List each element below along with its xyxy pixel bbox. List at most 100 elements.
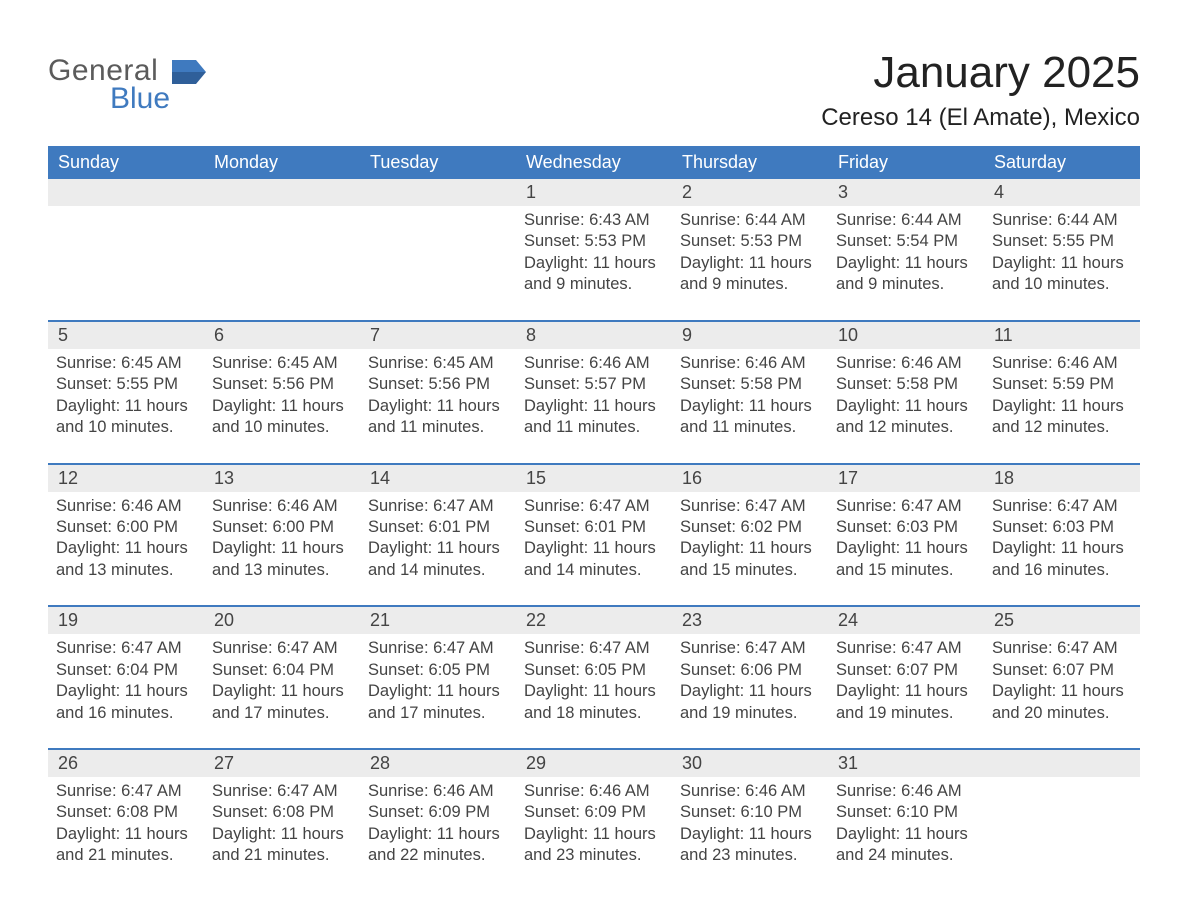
daylight-line: Daylight: 11 hours and 9 minutes.: [680, 253, 820, 296]
logo-line2: Blue: [110, 84, 170, 114]
day-details: Sunrise: 6:47 AMSunset: 6:05 PMDaylight:…: [524, 638, 664, 724]
day-number: 26: [48, 750, 204, 777]
day-number: 31: [828, 750, 984, 777]
day-number: 4: [984, 179, 1140, 206]
day-details: Sunrise: 6:45 AMSunset: 5:56 PMDaylight:…: [368, 353, 508, 439]
day-details: Sunrise: 6:46 AMSunset: 6:00 PMDaylight:…: [212, 496, 352, 582]
page-header: General Blue January 2025 Cereso 14 (El …: [48, 48, 1140, 146]
calendar-cell: [48, 179, 204, 320]
day-details: Sunrise: 6:46 AMSunset: 6:00 PMDaylight:…: [56, 496, 196, 582]
sunrise-line: Sunrise: 6:47 AM: [212, 781, 352, 802]
daylight-line: Daylight: 11 hours and 20 minutes.: [992, 681, 1132, 724]
day-details: Sunrise: 6:46 AMSunset: 6:10 PMDaylight:…: [836, 781, 976, 867]
day-details: Sunrise: 6:47 AMSunset: 6:04 PMDaylight:…: [56, 638, 196, 724]
daylight-line: Daylight: 11 hours and 19 minutes.: [680, 681, 820, 724]
month-title: January 2025: [821, 48, 1140, 98]
daylight-line: Daylight: 11 hours and 11 minutes.: [524, 396, 664, 439]
day-details: Sunrise: 6:44 AMSunset: 5:54 PMDaylight:…: [836, 210, 976, 296]
daylight-line: Daylight: 11 hours and 14 minutes.: [368, 538, 508, 581]
sunrise-line: Sunrise: 6:47 AM: [368, 496, 508, 517]
location-subtitle: Cereso 14 (El Amate), Mexico: [821, 104, 1140, 132]
sunset-line: Sunset: 6:00 PM: [56, 517, 196, 538]
daylight-line: Daylight: 11 hours and 9 minutes.: [524, 253, 664, 296]
day-number: 22: [516, 607, 672, 634]
calendar-cell: 18Sunrise: 6:47 AMSunset: 6:03 PMDayligh…: [984, 463, 1140, 606]
daylight-line: Daylight: 11 hours and 14 minutes.: [524, 538, 664, 581]
sunrise-line: Sunrise: 6:47 AM: [836, 638, 976, 659]
day-of-week-header: Thursday: [672, 146, 828, 179]
sunset-line: Sunset: 6:09 PM: [524, 802, 664, 823]
sunrise-line: Sunrise: 6:47 AM: [56, 638, 196, 659]
sunrise-line: Sunrise: 6:47 AM: [212, 638, 352, 659]
sunset-line: Sunset: 5:59 PM: [992, 374, 1132, 395]
daylight-line: Daylight: 11 hours and 13 minutes.: [56, 538, 196, 581]
calendar-page: General Blue January 2025 Cereso 14 (El …: [0, 0, 1188, 891]
sunset-line: Sunset: 6:10 PM: [836, 802, 976, 823]
day-number: 9: [672, 322, 828, 349]
daylight-line: Daylight: 11 hours and 12 minutes.: [836, 396, 976, 439]
daylight-line: Daylight: 11 hours and 15 minutes.: [680, 538, 820, 581]
day-of-week-header: Monday: [204, 146, 360, 179]
day-of-week-header: Wednesday: [516, 146, 672, 179]
sunset-line: Sunset: 6:04 PM: [212, 660, 352, 681]
day-number: 25: [984, 607, 1140, 634]
daylight-line: Daylight: 11 hours and 13 minutes.: [212, 538, 352, 581]
sunset-line: Sunset: 6:08 PM: [56, 802, 196, 823]
day-details: Sunrise: 6:47 AMSunset: 6:07 PMDaylight:…: [992, 638, 1132, 724]
day-details: Sunrise: 6:47 AMSunset: 6:03 PMDaylight:…: [992, 496, 1132, 582]
sunset-line: Sunset: 5:55 PM: [992, 231, 1132, 252]
day-details: Sunrise: 6:47 AMSunset: 6:03 PMDaylight:…: [836, 496, 976, 582]
day-number: 7: [360, 322, 516, 349]
day-number: 30: [672, 750, 828, 777]
title-block: January 2025 Cereso 14 (El Amate), Mexic…: [821, 48, 1140, 146]
sunrise-line: Sunrise: 6:47 AM: [368, 638, 508, 659]
calendar-cell: 31 Sunrise: 6:46 AMSunset: 6:10 PMDayligh…: [828, 748, 984, 891]
day-number: 17: [828, 465, 984, 492]
daylight-line: Daylight: 11 hours and 11 minutes.: [680, 396, 820, 439]
calendar-cell: 29Sunrise: 6:46 AMSunset: 6:09 PMDayligh…: [516, 748, 672, 891]
sunset-line: Sunset: 6:03 PM: [992, 517, 1132, 538]
day-number: 13: [204, 465, 360, 492]
daylight-line: Daylight: 11 hours and 23 minutes.: [524, 824, 664, 867]
daylight-line: Daylight: 11 hours and 17 minutes.: [212, 681, 352, 724]
calendar-cell: 15Sunrise: 6:47 AMSunset: 6:01 PMDayligh…: [516, 463, 672, 606]
day-number: [204, 179, 360, 206]
calendar-cell: 21Sunrise: 6:47 AMSunset: 6:05 PMDayligh…: [360, 605, 516, 748]
daylight-line: Daylight: 11 hours and 9 minutes.: [836, 253, 976, 296]
day-number: [984, 750, 1140, 777]
daylight-line: Daylight: 11 hours and 15 minutes.: [836, 538, 976, 581]
day-details: Sunrise: 6:44 AMSunset: 5:55 PMDaylight:…: [992, 210, 1132, 296]
calendar-cell: 4 Sunrise: 6:44 AMSunset: 5:55 PMDaylight…: [984, 179, 1140, 320]
day-number: 14: [360, 465, 516, 492]
day-of-week-header: Friday: [828, 146, 984, 179]
sunrise-line: Sunrise: 6:47 AM: [56, 781, 196, 802]
daylight-line: Daylight: 11 hours and 16 minutes.: [992, 538, 1132, 581]
calendar-cell: 22 Sunrise: 6:47 AMSunset: 6:05 PMDayligh…: [516, 605, 672, 748]
calendar-cell: 11Sunrise: 6:46 AMSunset: 5:59 PMDayligh…: [984, 320, 1140, 463]
sunset-line: Sunset: 6:07 PM: [992, 660, 1132, 681]
logo-text: General Blue: [48, 56, 170, 114]
sunrise-line: Sunrise: 6:47 AM: [992, 496, 1132, 517]
sunrise-line: Sunrise: 6:46 AM: [368, 781, 508, 802]
day-number: 19: [48, 607, 204, 634]
sunrise-line: Sunrise: 6:44 AM: [992, 210, 1132, 231]
calendar-cell: [984, 748, 1140, 891]
day-details: Sunrise: 6:47 AMSunset: 6:06 PMDaylight:…: [680, 638, 820, 724]
day-number: 27: [204, 750, 360, 777]
day-details: Sunrise: 6:47 AMSunset: 6:02 PMDaylight:…: [680, 496, 820, 582]
daylight-line: Daylight: 11 hours and 22 minutes.: [368, 824, 508, 867]
sunset-line: Sunset: 6:07 PM: [836, 660, 976, 681]
day-details: Sunrise: 6:47 AMSunset: 6:08 PMDaylight:…: [212, 781, 352, 867]
sunset-line: Sunset: 5:57 PM: [524, 374, 664, 395]
sunrise-line: Sunrise: 6:47 AM: [680, 496, 820, 517]
sunrise-line: Sunrise: 6:44 AM: [836, 210, 976, 231]
day-details: Sunrise: 6:46 AMSunset: 5:58 PMDaylight:…: [836, 353, 976, 439]
day-number: 2: [672, 179, 828, 206]
day-number: 21: [360, 607, 516, 634]
sunrise-line: Sunrise: 6:43 AM: [524, 210, 664, 231]
day-number: 29: [516, 750, 672, 777]
calendar-cell: 12Sunrise: 6:46 AMSunset: 6:00 PMDayligh…: [48, 463, 204, 606]
sunset-line: Sunset: 6:05 PM: [368, 660, 508, 681]
calendar-cell: 24Sunrise: 6:47 AMSunset: 6:07 PMDayligh…: [828, 605, 984, 748]
day-number: 16: [672, 465, 828, 492]
